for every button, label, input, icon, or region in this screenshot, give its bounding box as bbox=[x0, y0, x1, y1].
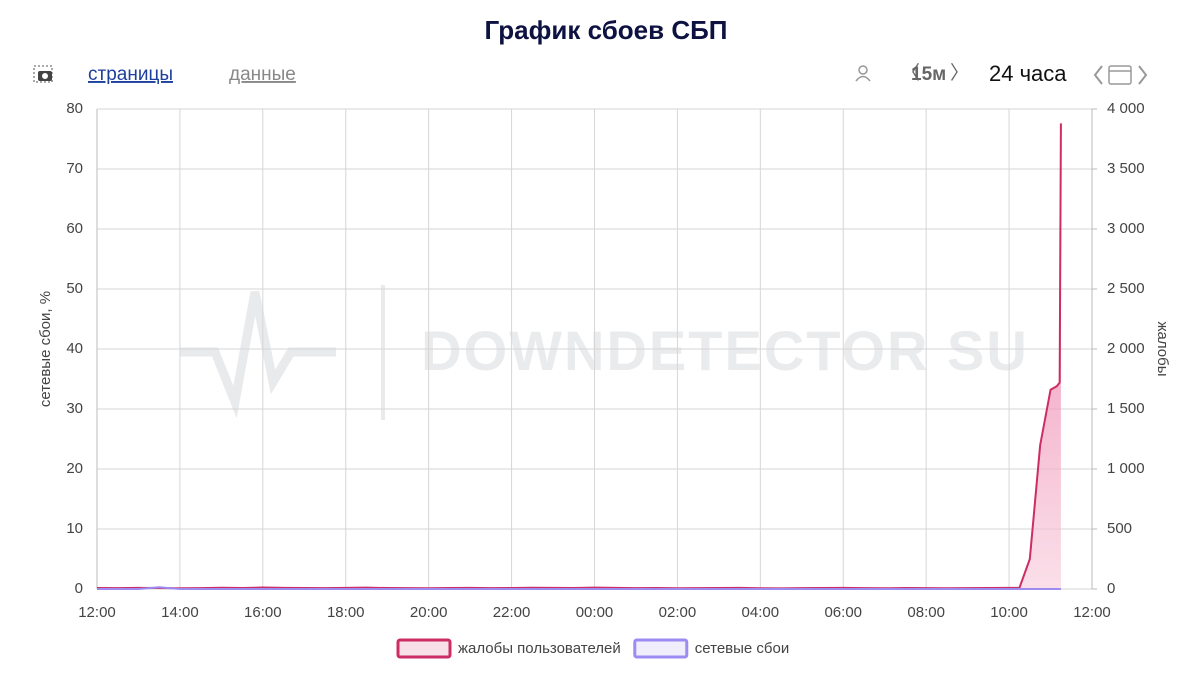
x-tick-label: 20:00 bbox=[410, 604, 448, 621]
screenshot-icon[interactable] bbox=[33, 65, 53, 83]
range-label[interactable]: 24 часа bbox=[989, 61, 1067, 86]
y-tick-label: 80 bbox=[66, 100, 83, 117]
y-tick-label: 10 bbox=[66, 520, 83, 537]
legend-label: сетевые сбои bbox=[695, 640, 789, 657]
legend-swatch bbox=[396, 638, 452, 659]
y-tick-label: 20 bbox=[66, 460, 83, 477]
x-tick-label: 16:00 bbox=[244, 604, 282, 621]
pages-link[interactable]: страницы bbox=[88, 64, 173, 85]
user-icon[interactable] bbox=[855, 65, 871, 82]
y2-tick-label: 500 bbox=[1107, 520, 1132, 537]
interval-button[interactable]: 15м bbox=[911, 64, 946, 85]
y2-tick-label: 1 000 bbox=[1107, 460, 1145, 477]
y-tick-label: 40 bbox=[66, 340, 83, 357]
y-axis-title: сетевые сбои, % bbox=[37, 291, 54, 407]
x-tick-label: 18:00 bbox=[327, 604, 365, 621]
y2-tick-label: 4 000 bbox=[1107, 100, 1145, 117]
x-tick-label: 04:00 bbox=[742, 604, 780, 621]
interval-prev[interactable]: 〈 bbox=[901, 62, 920, 84]
y-tick-label: 50 bbox=[66, 280, 83, 297]
x-tick-label: 02:00 bbox=[659, 604, 697, 621]
x-tick-label: 00:00 bbox=[576, 604, 614, 621]
y-tick-label: 60 bbox=[66, 220, 83, 237]
x-tick-label: 14:00 bbox=[161, 604, 199, 621]
series-line bbox=[97, 586, 1061, 590]
legend-label: жалобы пользователей bbox=[458, 640, 621, 657]
y2-tick-label: 2 500 bbox=[1107, 280, 1145, 297]
y2-tick-label: 1 500 bbox=[1107, 400, 1145, 417]
chart-title: График сбоев СБП bbox=[485, 15, 728, 45]
x-tick-label: 12:00 bbox=[1073, 604, 1111, 621]
y2-tick-label: 3 500 bbox=[1107, 160, 1145, 177]
data-link[interactable]: данные bbox=[229, 64, 296, 85]
y-tick-label: 30 bbox=[66, 400, 83, 417]
y2-axis-title: жалобы bbox=[1154, 321, 1171, 376]
x-tick-label: 10:00 bbox=[990, 604, 1028, 621]
interval-next[interactable]: 〉 bbox=[950, 62, 969, 84]
watermark-logo bbox=[180, 285, 385, 420]
x-tick-label: 08:00 bbox=[907, 604, 945, 621]
x-tick-label: 12:00 bbox=[78, 604, 116, 621]
y2-tick-label: 0 bbox=[1107, 580, 1115, 597]
y2-tick-label: 2 000 bbox=[1107, 340, 1145, 357]
y2-tick-label: 3 000 bbox=[1107, 220, 1145, 237]
calendar-nav[interactable] bbox=[1093, 65, 1148, 85]
watermark: DOWNDETECTOR SU bbox=[421, 319, 1029, 382]
x-tick-label: 06:00 bbox=[824, 604, 862, 621]
y-tick-label: 70 bbox=[66, 160, 83, 177]
y-tick-label: 0 bbox=[75, 580, 83, 597]
legend-swatch bbox=[633, 638, 689, 659]
x-tick-label: 22:00 bbox=[493, 604, 531, 621]
